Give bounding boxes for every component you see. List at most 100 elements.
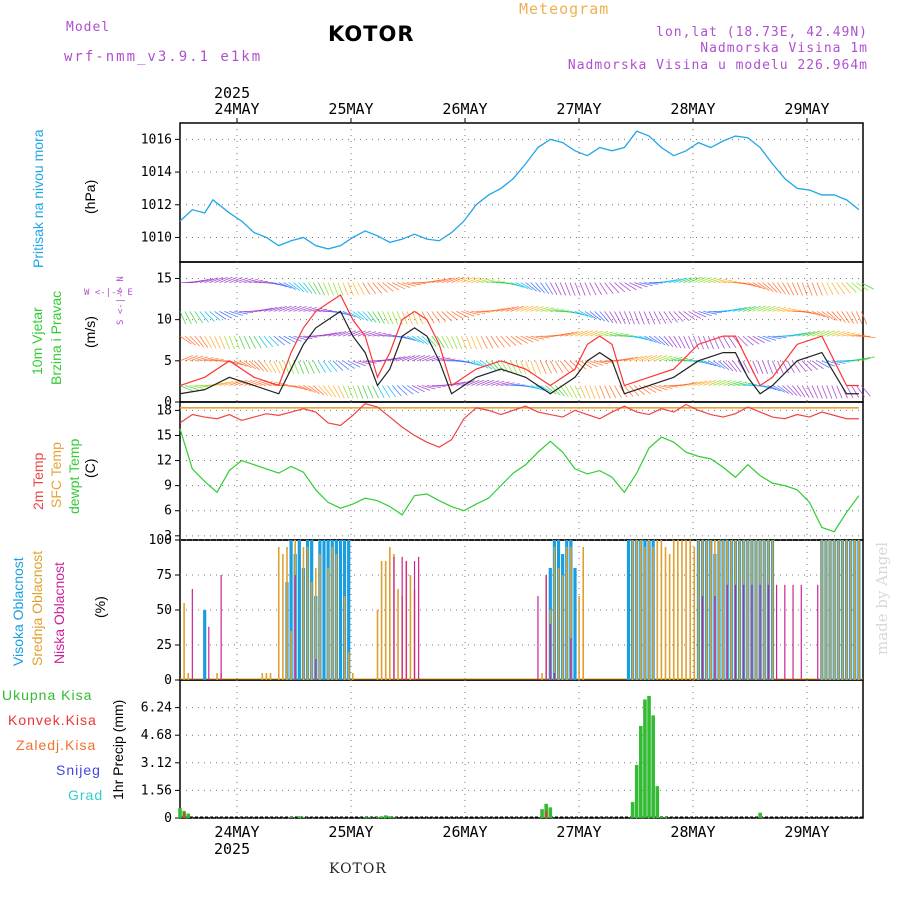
wind-arrow xyxy=(811,330,826,337)
temp-tick-label: 12 xyxy=(156,454,172,469)
mid-cloud-bar xyxy=(384,561,387,680)
wind-arrow xyxy=(273,305,287,312)
wind-arrow xyxy=(470,335,477,350)
wind-arrow xyxy=(688,276,702,283)
total-precip-bar xyxy=(363,817,367,818)
wind-arrow xyxy=(471,379,485,386)
wind-arrow xyxy=(648,335,661,345)
wind-arrow xyxy=(836,311,846,323)
wind-arrow xyxy=(826,360,841,366)
wind-arrow xyxy=(244,278,258,283)
wind-arrow xyxy=(461,360,476,365)
mid-cloud-bar xyxy=(290,631,292,680)
total-precip-bar xyxy=(178,808,182,818)
wind-arrow xyxy=(589,360,604,366)
wind-arrow xyxy=(229,311,243,316)
wind-arrow xyxy=(707,335,715,350)
sfc-label: SFC Temp xyxy=(48,442,64,508)
wind-arrow xyxy=(184,281,199,283)
wind-arrow xyxy=(831,360,846,364)
mid-cloud-bar xyxy=(755,540,757,680)
wind-arrow xyxy=(476,360,489,369)
wind-arrow xyxy=(263,360,273,373)
wind-arrow xyxy=(254,281,269,283)
wind-arrow xyxy=(229,335,235,350)
high-cloud-bar xyxy=(203,610,207,680)
wind-arrow xyxy=(658,280,673,283)
wind-arrow xyxy=(535,306,549,312)
high-cloud-bar xyxy=(824,540,828,680)
wind-arrow xyxy=(806,330,821,337)
wind-arrow xyxy=(727,307,742,312)
wind-arrow xyxy=(821,282,829,296)
wind-arrow xyxy=(308,282,317,295)
wind-arrow xyxy=(209,335,217,349)
wind-arrow xyxy=(594,282,602,295)
wind-arrow xyxy=(490,308,505,312)
wind-arrow xyxy=(505,360,513,374)
wind-arrow xyxy=(214,335,221,350)
mid-cloud-bar xyxy=(265,673,268,680)
wind-arrow xyxy=(421,335,433,346)
wind-arrow xyxy=(693,276,707,283)
wind-arrow xyxy=(861,385,871,397)
mid-cloud-bar xyxy=(681,540,683,680)
mid-cloud-bar xyxy=(771,540,774,680)
wind-arrow xyxy=(337,311,352,317)
wind-arrow xyxy=(416,335,429,345)
wind-arrow xyxy=(288,360,295,374)
cloud-tick-label: 75 xyxy=(156,568,172,583)
wind-arrow xyxy=(234,379,248,386)
wind-arrow xyxy=(698,380,712,386)
wind-arrow xyxy=(673,311,684,322)
wind-arrow xyxy=(673,357,688,362)
high-cloud-bar xyxy=(857,540,861,680)
high-cloud-bar xyxy=(762,540,766,680)
mid-cloud-bar xyxy=(763,540,766,680)
wind-arrow xyxy=(678,382,693,386)
wind-arrow xyxy=(253,380,268,386)
wind-arrow xyxy=(352,330,366,337)
mid-cloud-bar xyxy=(277,547,280,680)
wind-arrow xyxy=(722,360,734,372)
wind-arrow xyxy=(312,282,321,295)
wind-arrow xyxy=(367,282,377,295)
wind-arrow xyxy=(273,282,288,288)
date-label-top: 27MAY xyxy=(556,100,601,118)
wind-arrow xyxy=(614,385,622,398)
wind-arrow xyxy=(283,360,290,374)
high-cloud-bar xyxy=(630,540,635,680)
mid-cloud-bar xyxy=(751,540,753,680)
wind-arrow xyxy=(431,335,441,348)
wind-arrow xyxy=(214,381,229,386)
wind-arrow xyxy=(397,335,411,340)
model-name: wrf-nmm_v3.9.1 e1km xyxy=(64,49,263,65)
wind-arrow xyxy=(604,282,614,294)
wind-arrow xyxy=(318,333,333,337)
low-cloud-bar xyxy=(401,556,403,680)
wind-arrow xyxy=(342,282,349,296)
wind-arrow xyxy=(392,385,402,397)
wind-arrow xyxy=(219,276,233,283)
compass-we: W <-|-> E xyxy=(84,288,133,298)
wind-arrow xyxy=(668,311,678,323)
low-cloud-bar xyxy=(784,584,786,680)
wind-arrow xyxy=(194,356,209,362)
wind-arrow xyxy=(569,360,581,371)
total-precip-bar xyxy=(634,764,639,818)
wind-arrow xyxy=(525,385,540,390)
wind-arrow xyxy=(194,335,204,348)
wind-arrow xyxy=(688,360,703,363)
wind-arrow xyxy=(283,282,297,290)
wind-arrow xyxy=(856,311,863,325)
wind-arrow xyxy=(239,278,253,283)
wind-arrow xyxy=(569,282,576,296)
wind-arrow xyxy=(619,311,626,325)
mid-cloud-bar xyxy=(853,540,856,680)
wind-arrow xyxy=(540,335,555,338)
cloud-tick-label: 50 xyxy=(156,603,172,618)
total-precip-bar xyxy=(659,817,664,818)
wind-arrow xyxy=(594,330,609,337)
wind-title-2: Brzina i Pravac xyxy=(48,290,64,385)
wind-arrow xyxy=(431,385,446,387)
